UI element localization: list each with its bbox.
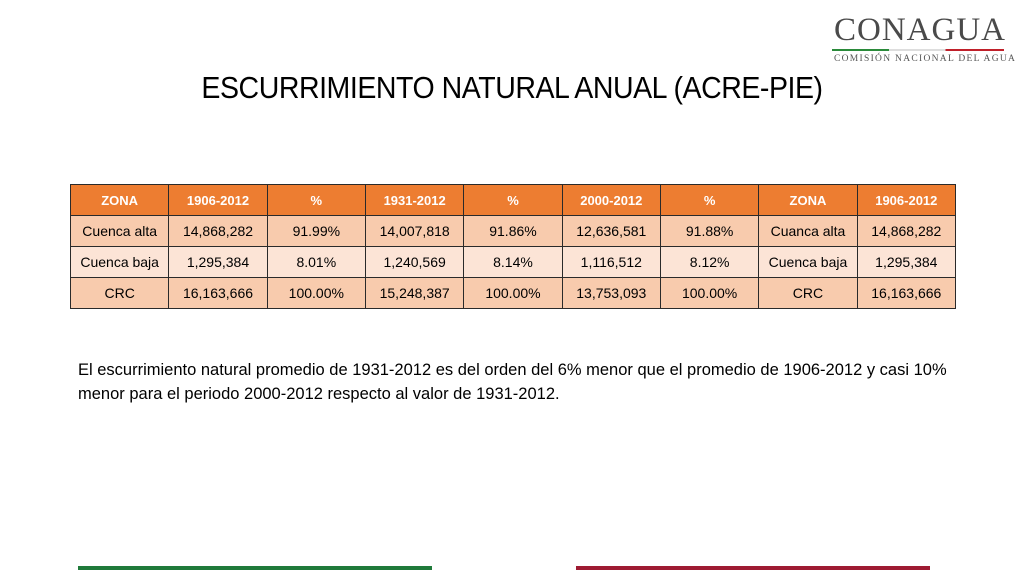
table-cell: Cuanca alta (758, 215, 858, 247)
header-cell: 1906-2012 (168, 184, 268, 216)
summary-paragraph: El escurrimiento natural promedio de 193… (78, 361, 947, 403)
table-row: Cuenca baja 1,295,384 8.01% 1,240,569 8.… (69, 246, 957, 278)
table-cell: CRC (758, 277, 858, 309)
table-cell: 8.12% (659, 246, 760, 278)
footer-green-line (78, 566, 432, 570)
table-cell: 100.00% (659, 277, 760, 309)
table-cell: 15,248,387 (364, 277, 465, 309)
conagua-logo: CONAGUA COMISIÓN NACIONAL DEL AGUA (830, 8, 1015, 68)
table-cell: 8.14% (463, 246, 563, 278)
header-cell: ZONA (69, 184, 170, 216)
table-cell: 16,163,666 (856, 277, 957, 309)
table-cell: 16,163,666 (168, 277, 268, 309)
table-row: Cuenca alta 14,868,282 91.99% 14,007,818… (69, 215, 957, 247)
table-cell: 100.00% (266, 277, 366, 309)
table-cell: CRC (69, 277, 170, 309)
header-cell: 1906-2012 (856, 184, 957, 216)
logo-wordmark: CONAGUA (834, 12, 1006, 48)
table-cell: 12,636,581 (561, 215, 661, 247)
header-cell: % (659, 184, 760, 216)
header-cell: % (463, 184, 563, 216)
table-cell: 13,753,093 (561, 277, 661, 309)
header-cell: 2000-2012 (561, 184, 661, 216)
footer-red-line (576, 566, 930, 570)
table-row: CRC 16,163,666 100.00% 15,248,387 100.00… (69, 277, 957, 309)
logo-tricolor-line (832, 49, 1004, 51)
header-cell: 1931-2012 (364, 184, 465, 216)
table-cell: 100.00% (463, 277, 563, 309)
table-cell: 14,007,818 (364, 215, 465, 247)
header-cell: ZONA (758, 184, 858, 216)
table-cell: 1,295,384 (168, 246, 268, 278)
runoff-table: ZONA 1906-2012 % 1931-2012 % 2000-2012 %… (69, 184, 957, 309)
table-cell: 91.86% (463, 215, 563, 247)
table-header-row: ZONA 1906-2012 % 1931-2012 % 2000-2012 %… (69, 184, 957, 216)
table-cell: Cuenca baja (69, 246, 170, 278)
table-cell: 1,295,384 (856, 246, 957, 278)
table-cell: 8.01% (266, 246, 366, 278)
slide-title: ESCURRIMIENTO NATURAL ANUAL (ACRE-PIE) (201, 70, 823, 105)
table-cell: 14,868,282 (168, 215, 268, 247)
logo-subtitle: COMISIÓN NACIONAL DEL AGUA (834, 54, 1017, 64)
table-cell: Cuenca alta (69, 215, 170, 247)
table-cell: 91.99% (266, 215, 366, 247)
table-cell: 1,116,512 (561, 246, 661, 278)
table-cell: 14,868,282 (856, 215, 957, 247)
table-cell: Cuenca baja (758, 246, 858, 278)
table-cell: 1,240,569 (364, 246, 465, 278)
table-cell: 91.88% (659, 215, 760, 247)
header-cell: % (266, 184, 366, 216)
